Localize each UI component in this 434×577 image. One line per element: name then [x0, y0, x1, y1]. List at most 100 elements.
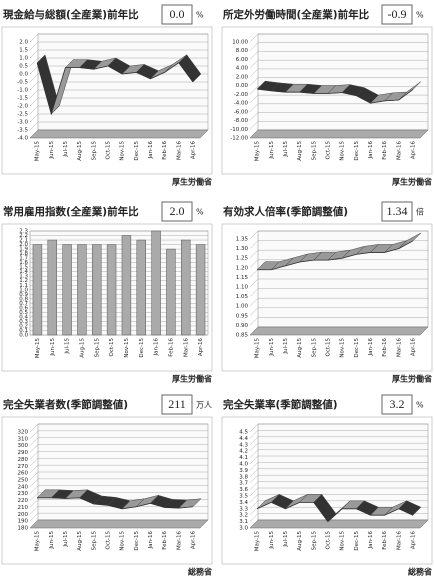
y-tick-label: -3.0: [17, 120, 28, 126]
bar: [47, 239, 57, 336]
wall: [257, 33, 429, 131]
y-tick-label: 0.2: [19, 323, 28, 329]
x-tick-label: Nov-15: [340, 531, 346, 551]
grid-line: [249, 436, 428, 445]
x-tick-label: Jul-15: [63, 141, 69, 158]
grid-line: [249, 475, 428, 484]
grid-line: [249, 317, 428, 326]
grid-line: [29, 33, 208, 43]
x-tick-label: Mar-16: [183, 338, 189, 358]
unit: %: [416, 11, 424, 20]
grid-line: [249, 77, 428, 86]
grid-line: [249, 42, 428, 51]
grid-line: [249, 278, 428, 288]
x-tick-label: Sep-15: [94, 338, 100, 358]
grid-line: [29, 444, 208, 453]
y-tick-label: -8.00: [234, 118, 249, 124]
source: 総務省: [408, 567, 432, 577]
y-tick-label: 3.8: [239, 474, 248, 480]
value-box: [381, 4, 413, 25]
chart-title: 完全失業率(季節調整値): [223, 398, 338, 411]
x-tick-label: Jul-15: [63, 531, 69, 548]
y-tick-label: 0.85: [236, 333, 249, 339]
y-tick-label: 1.5: [19, 48, 28, 54]
y-tick-label: 0.6: [19, 305, 28, 311]
y-tick-label: -10.00: [230, 127, 248, 133]
value-box: [161, 394, 193, 415]
y-tick-label: 1.5: [19, 265, 28, 271]
x-tick-label: Feb-16: [382, 141, 388, 160]
y-tick-label: 3.2: [239, 513, 248, 519]
x-tick-label: Dec-15: [354, 531, 360, 551]
grid-line: [29, 41, 208, 51]
y-tick-label: 0.3: [19, 319, 28, 325]
grid-line: [249, 51, 428, 60]
x-tick-label: Jan-16: [148, 531, 154, 550]
grid-line: [29, 105, 208, 115]
y-tick-label: 1.1: [19, 283, 28, 289]
bar: [106, 244, 117, 336]
grid-line: [249, 423, 428, 433]
source: 厚生労働省: [392, 374, 432, 384]
y-tick-label: 2.00: [236, 74, 249, 80]
x-tick-label: Jan-16: [154, 338, 160, 357]
y-tick-label: 1.7: [19, 256, 28, 262]
y-tick-label: 250: [18, 478, 29, 484]
x-tick-label: Nov-15: [340, 338, 346, 358]
x-tick-label: Dec-15: [139, 338, 145, 358]
y-tick-label: 240: [18, 484, 29, 490]
grid-line: [29, 485, 208, 494]
y-tick-label: 1.05: [236, 294, 249, 300]
grid-line: [249, 481, 428, 490]
grid-line: [249, 103, 428, 112]
line: [257, 240, 414, 271]
y-tick-label: 190: [18, 519, 29, 525]
y-tick-label: 220: [18, 498, 29, 504]
x-tick-label: Dec-15: [354, 338, 360, 358]
y-tick-label: 1.25: [236, 256, 249, 262]
y-tick-label: -3.5: [17, 128, 28, 134]
wall: [29, 230, 209, 336]
x-tick-label: Jan-16: [368, 141, 374, 160]
x-tick-label: Jul-15: [283, 338, 289, 355]
y-tick-label: 0.7: [19, 301, 28, 307]
grid-line: [29, 49, 208, 59]
grid-line: [249, 112, 428, 121]
y-tick-label: -2.0: [17, 104, 28, 110]
bar: [121, 235, 132, 336]
y-tick-label: 0.8: [19, 296, 28, 302]
grid-line: [249, 240, 428, 249]
y-tick-label: 1.6: [19, 260, 28, 266]
value-box-text: 2.0: [170, 204, 185, 218]
grid-line: [249, 230, 428, 240]
x-tick-label: Oct-15: [325, 531, 331, 550]
y-tick-label: 6.00: [236, 57, 249, 63]
x-tick-label: Apr-16: [410, 141, 416, 160]
value-box-text: 211: [168, 397, 186, 411]
y-tick-label: 290: [18, 450, 29, 456]
y-tick-label: 0.95: [236, 313, 249, 319]
x-tick-label: Dec-15: [134, 141, 140, 161]
value-box-text: 0.0: [170, 7, 185, 21]
y-tick-label: 0.5: [19, 310, 28, 316]
line: [256, 501, 414, 523]
x-tick-label: Apr-16: [410, 338, 416, 357]
y-tick-label: 4.5: [239, 430, 248, 436]
x-tick-label: Mar-16: [176, 141, 182, 161]
y-tick-label: 1.00: [236, 304, 249, 310]
y-tick-label: 1.2: [19, 278, 28, 284]
source: 厚生労働省: [392, 177, 432, 187]
y-tick-label: -1.0: [17, 88, 28, 94]
unit: 万人: [196, 401, 212, 410]
bar: [136, 239, 146, 336]
chart-frame: [1, 26, 213, 175]
unit: 倍: [416, 207, 424, 217]
grid-line: [29, 423, 208, 433]
source: 総務省: [188, 567, 212, 577]
grid-line: [29, 81, 208, 91]
y-tick-label: 1.15: [236, 275, 249, 281]
grid-line: [249, 33, 428, 43]
x-tick-label: Sep-15: [91, 531, 97, 551]
x-tick-label: Jan-16: [368, 338, 374, 357]
